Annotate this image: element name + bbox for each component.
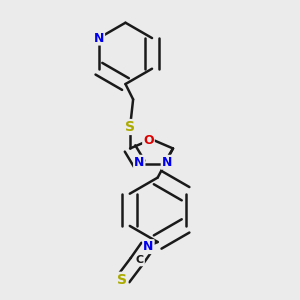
Text: S: S	[117, 273, 128, 287]
Text: N: N	[94, 32, 104, 44]
Text: C: C	[136, 255, 144, 266]
Text: N: N	[143, 240, 154, 253]
Text: N: N	[134, 156, 145, 169]
Text: N: N	[162, 156, 172, 169]
Text: O: O	[143, 134, 154, 147]
Text: S: S	[125, 120, 135, 134]
